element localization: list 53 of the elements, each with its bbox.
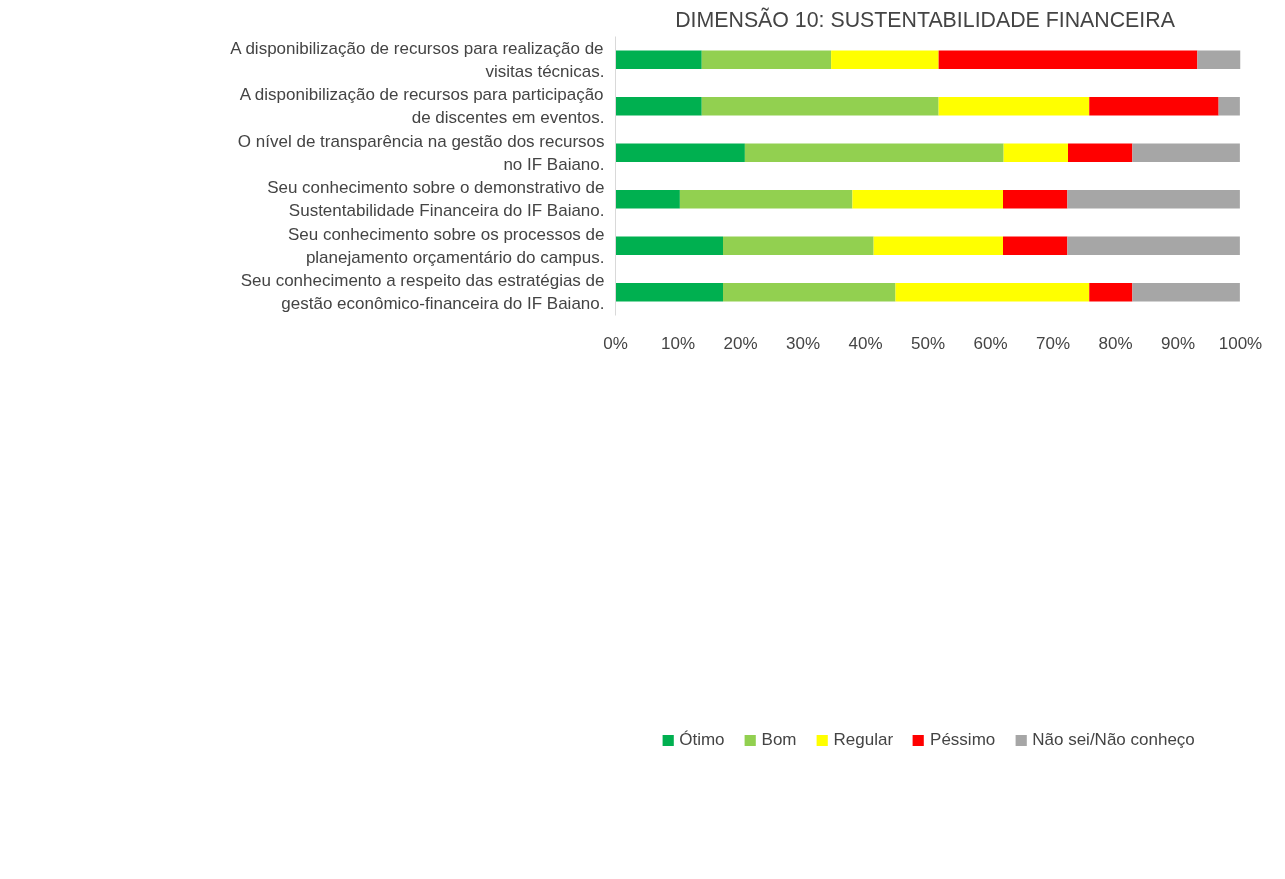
chart-title: DIMENSÃO 10: SUSTENTABILIDADE FINANCEIRA xyxy=(675,6,1176,32)
bar xyxy=(1132,143,1240,163)
bar xyxy=(615,189,680,209)
bar xyxy=(615,50,702,70)
y-tick-label: Seu conhecimento a respeito das estratégias de gestão econômico-financeira do IF Baiano. xyxy=(240,271,605,314)
legend-label: Ótimo xyxy=(679,730,725,750)
y-tick-label: A disponibilização de recursos para participação de discentes em eventos. xyxy=(239,85,605,128)
bar xyxy=(1197,50,1241,70)
y-tick-label: O nível de transparência na gestão dos recursos no IF Baiano. xyxy=(237,131,605,174)
x-tick-label: 10% xyxy=(660,333,696,353)
x-tick-label: 70% xyxy=(1035,333,1071,353)
bar xyxy=(615,282,723,302)
bar xyxy=(1218,96,1240,116)
x-tick-label: 50% xyxy=(910,333,946,353)
bar xyxy=(938,96,1090,116)
x-tick-label: 30% xyxy=(785,333,821,353)
bar xyxy=(1089,96,1219,116)
y-tick-label: Seu conhecimento sobre o demonstrativo de Sustentabilidade Financeira do IF Baiano. xyxy=(267,178,605,221)
bar xyxy=(852,189,1003,209)
bar xyxy=(1003,189,1068,209)
x-tick-label: 0% xyxy=(603,333,628,353)
bar xyxy=(723,282,896,302)
bar xyxy=(615,236,723,256)
legend-label: Regular xyxy=(833,730,894,750)
x-tick-label: 100% xyxy=(1218,333,1263,353)
bar xyxy=(1003,236,1068,256)
bar xyxy=(615,143,745,163)
bar xyxy=(723,236,874,256)
y-tick-label: Seu conhecimento sobre os processos de planejamento orçamentário do campus. xyxy=(287,224,605,267)
bar xyxy=(679,189,853,209)
legend-label: Péssimo xyxy=(930,730,996,750)
y-tick-label: A disponibilização de recursos para realização de visitas técnicas. xyxy=(230,38,605,81)
legend-label: Não sei/Não conheço xyxy=(1032,730,1195,750)
x-tick-label: 80% xyxy=(1098,333,1133,353)
bar xyxy=(895,282,1090,302)
legend-label: Bom xyxy=(761,730,797,750)
bar xyxy=(1067,189,1240,209)
bar xyxy=(1003,143,1068,163)
x-tick-label: 60% xyxy=(973,333,1008,353)
bar xyxy=(831,50,939,70)
x-tick-label: 90% xyxy=(1160,333,1196,353)
x-tick-label: 20% xyxy=(723,333,758,353)
bar xyxy=(744,143,1004,163)
x-tick-label: 40% xyxy=(848,333,883,353)
bar xyxy=(1132,282,1240,302)
bar xyxy=(873,236,1003,256)
bar xyxy=(701,50,832,70)
bar xyxy=(1068,143,1133,163)
bar xyxy=(1089,282,1133,302)
bar xyxy=(938,50,1198,70)
bar xyxy=(701,96,939,116)
bar xyxy=(615,96,702,116)
bar xyxy=(1067,236,1240,256)
